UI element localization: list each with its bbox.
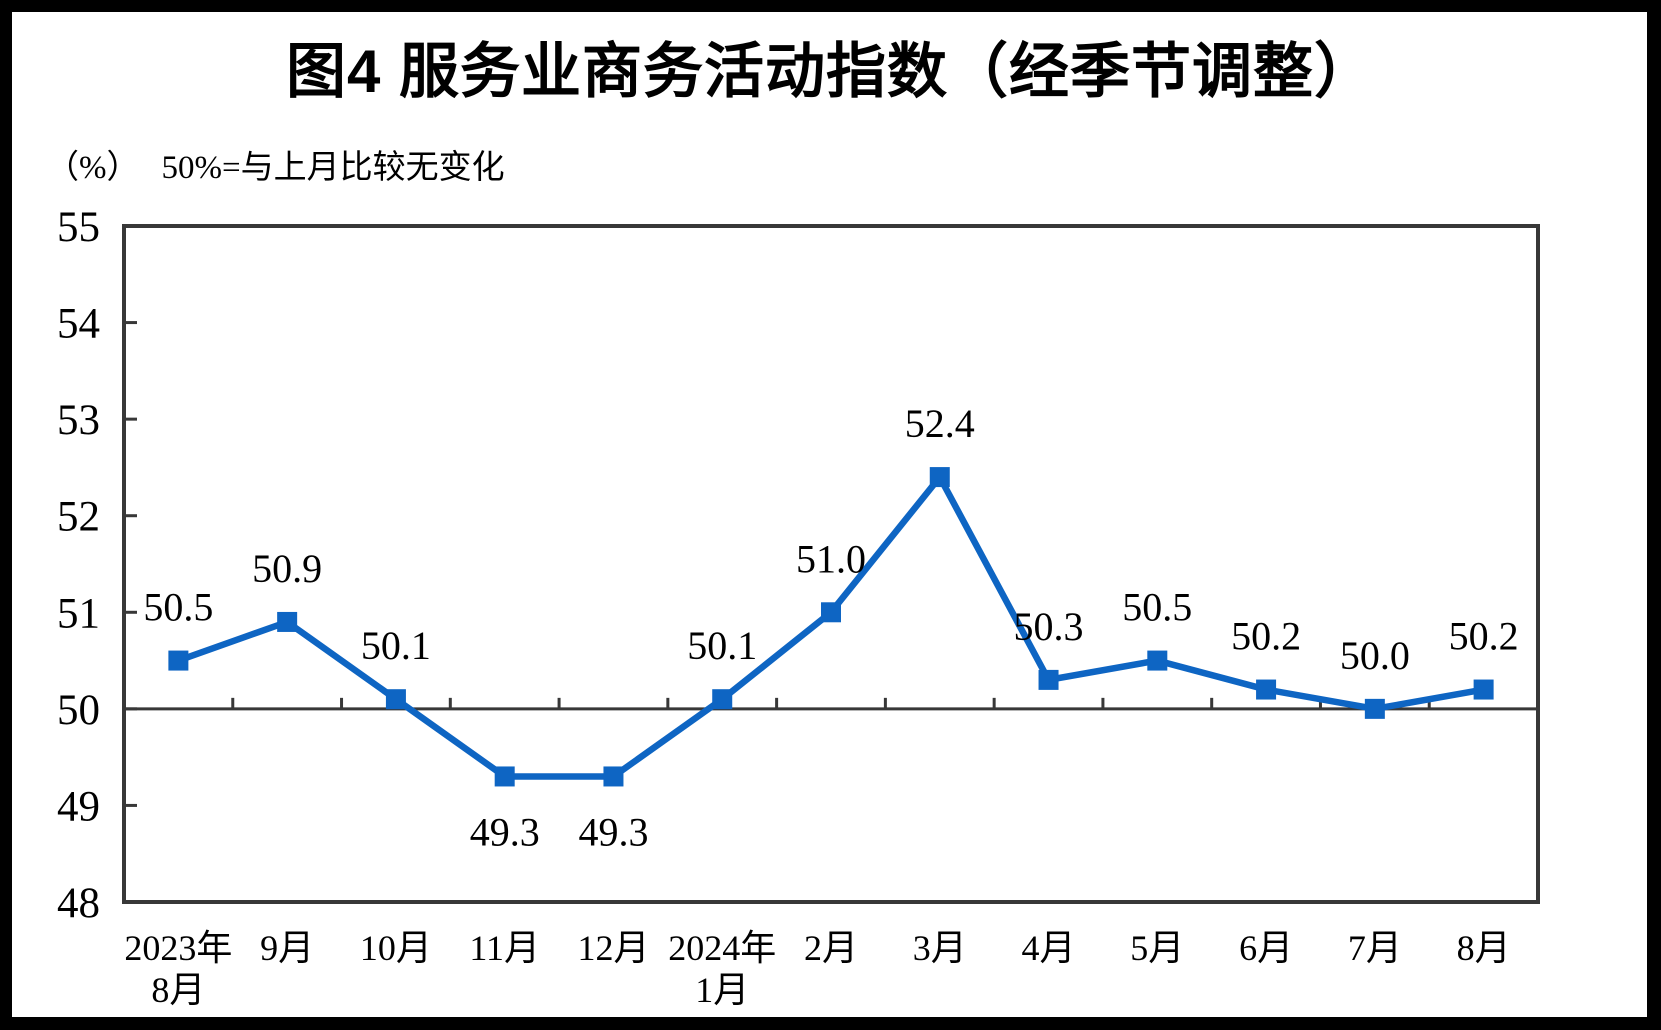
data-point-label: 50.2 — [1231, 614, 1301, 659]
data-point-label: 50.3 — [1014, 604, 1084, 649]
x-tick-label: 2023年 8月 — [124, 928, 232, 1010]
y-tick-label: 49 — [57, 783, 100, 830]
x-tick-label: 6月 — [1239, 928, 1293, 968]
data-point-label: 50.1 — [361, 623, 431, 668]
x-tick-label: 7月 — [1348, 928, 1402, 968]
y-axis-unit-label: （%） — [46, 150, 140, 186]
data-point-marker — [1256, 679, 1277, 700]
x-tick-label: 8月 — [1457, 928, 1511, 968]
y-tick-label: 50 — [57, 687, 100, 734]
y-tick-label: 55 — [57, 204, 100, 251]
x-tick-label: 2月 — [804, 928, 858, 968]
x-tick-label: 10月 — [360, 928, 432, 968]
chart-subtitle: （%） 50%=与上月比较无变化 — [46, 146, 505, 190]
x-tick-label: 4月 — [1022, 928, 1076, 968]
data-point-marker — [712, 689, 733, 710]
data-point-marker — [821, 602, 841, 623]
data-point-marker — [385, 689, 406, 710]
x-tick-label: 11月 — [469, 928, 540, 968]
y-tick-label: 54 — [57, 301, 100, 348]
data-point-marker — [1364, 698, 1385, 719]
data-point-label: 50.2 — [1449, 614, 1519, 659]
data-point-label: 50.0 — [1340, 633, 1410, 678]
x-tick-label: 9月 — [260, 928, 314, 968]
data-point-marker — [168, 650, 189, 671]
chart-title: 图4 服务业商务活动指数（经季节调整） — [285, 38, 1376, 105]
data-point-label: 51.0 — [796, 536, 866, 581]
data-point-label: 50.9 — [252, 546, 322, 591]
data-point-marker — [1473, 679, 1494, 700]
x-tick-label: 12月 — [577, 928, 649, 968]
data-point-marker — [603, 766, 624, 787]
reference-note: 50%=与上月比较无变化 — [161, 150, 505, 186]
data-point-marker — [1038, 669, 1059, 690]
data-point-marker — [929, 467, 950, 488]
y-tick-label: 48 — [57, 880, 100, 927]
plot-border — [122, 224, 1540, 904]
data-point-marker — [494, 766, 515, 787]
data-point-label: 50.5 — [143, 585, 213, 630]
data-point-marker — [1147, 650, 1168, 671]
x-tick-label: 2024年 1月 — [668, 928, 776, 1010]
x-tick-label: 3月 — [913, 928, 967, 968]
data-point-label: 50.5 — [1122, 585, 1192, 630]
y-tick-label: 52 — [57, 494, 100, 541]
y-tick-label: 51 — [57, 590, 100, 637]
data-point-label: 49.3 — [578, 809, 648, 854]
x-tick-label: 5月 — [1130, 928, 1184, 968]
data-point-label: 50.1 — [687, 623, 757, 668]
data-point-marker — [277, 611, 298, 632]
data-point-label: 49.3 — [470, 809, 540, 854]
data-point-label: 52.4 — [905, 401, 975, 446]
y-tick-label: 53 — [57, 397, 100, 444]
